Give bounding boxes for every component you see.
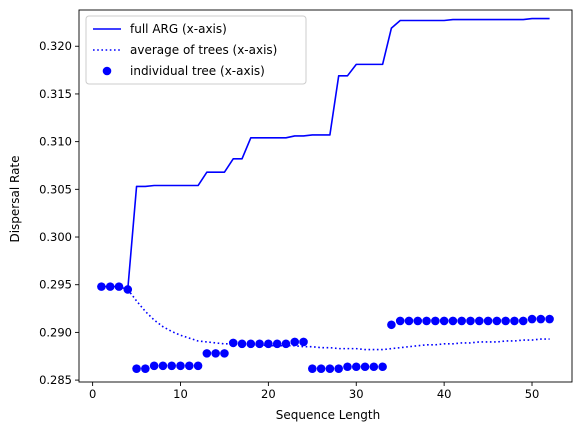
individual-tree-point (369, 362, 379, 372)
legend: full ARG (x-axis) average of trees (x-axi… (85, 15, 307, 85)
individual-tree-point (448, 316, 458, 326)
individual-tree-point (545, 314, 554, 324)
x-tick-label: 20 (261, 387, 276, 401)
individual-tree-point (167, 361, 177, 371)
individual-tree-point (439, 316, 449, 326)
individual-tree-point (474, 316, 484, 326)
average-of-trees-line (127, 288, 550, 351)
x-tick-label: 50 (525, 387, 540, 401)
individual-tree-point (518, 316, 528, 326)
y-tick-label: 0.310 (39, 135, 72, 149)
individual-tree-point (316, 364, 326, 373)
individual-tree-point (149, 361, 159, 371)
individual-tree-point (228, 338, 238, 348)
individual-tree-point (272, 339, 282, 349)
individual-tree-point (325, 364, 335, 373)
individual-tree-point (97, 282, 106, 291)
y-tick-label: 0.305 (39, 182, 72, 196)
individual-tree-point (343, 362, 352, 372)
individual-tree-point (158, 361, 168, 371)
individual-tree-point (290, 337, 300, 347)
individual-tree-point (211, 349, 220, 358)
individual-tree-point (176, 361, 185, 371)
individual-tree-point (184, 361, 194, 371)
individual-tree-point (105, 282, 115, 291)
individual-tree-point (501, 316, 510, 326)
x-tick-label: 0 (89, 387, 96, 401)
individual-tree-point (413, 316, 423, 326)
individual-tree-point (492, 316, 502, 326)
individual-tree-point (483, 316, 493, 326)
individual-tree-point (536, 314, 546, 324)
individual-tree-point (527, 314, 537, 324)
individual-tree-point (281, 339, 291, 349)
x-tick-label: 40 (437, 387, 452, 401)
individual-tree-point (395, 316, 405, 326)
individual-tree-point (334, 364, 343, 373)
individual-tree-point (378, 362, 387, 372)
individual-tree-point (360, 362, 370, 372)
individual-tree-point (114, 282, 124, 291)
individual-tree-point (264, 339, 273, 349)
individual-tree-point (237, 339, 247, 349)
individual-tree-point (457, 316, 467, 326)
plot-area (97, 17, 554, 373)
legend-label: average of trees (x-axis) (130, 43, 277, 57)
y-tick-label: 0.295 (39, 278, 72, 292)
x-tick-label: 30 (349, 387, 364, 401)
individual-tree-point (510, 316, 519, 326)
axes: 0 10 20 30 40 50 0.285 0.290 0.295 0.300 0.305 0.31… (39, 9, 573, 401)
individual-tree-point (422, 316, 431, 326)
y-tick-label: 0.320 (39, 39, 72, 53)
y-tick-label: 0.290 (39, 325, 72, 339)
individual-tree-point (202, 349, 212, 358)
legend-marker-individual-tree (102, 66, 112, 76)
plot-frame (78, 9, 573, 383)
individual-tree-point (255, 339, 264, 349)
y-tick-label: 0.315 (39, 87, 72, 101)
individual-tree-point (299, 337, 308, 347)
individual-tree-point (308, 364, 317, 373)
individual-tree-point (387, 320, 396, 330)
individual-tree-point (351, 362, 361, 372)
individual-tree-point (193, 361, 203, 371)
individual-tree-point (246, 339, 256, 349)
individual-tree-point (466, 316, 475, 326)
x-axis-label: Sequence Length (276, 408, 380, 422)
y-tick-label: 0.285 (39, 373, 72, 387)
x-tick-label: 10 (173, 387, 188, 401)
individual-tree-point (431, 316, 440, 326)
legend-box (85, 15, 307, 85)
individual-tree-point (220, 349, 229, 358)
legend-label: individual tree (x-axis) (130, 64, 265, 78)
individual-tree-point (141, 364, 150, 373)
legend-label: full ARG (x-axis) (130, 22, 227, 36)
individual-tree-point (132, 364, 141, 373)
y-axis-label: Dispersal Rate (8, 155, 22, 242)
individual-tree-point (123, 285, 133, 294)
individual-tree-point (404, 316, 414, 326)
y-tick-label: 0.300 (39, 230, 72, 244)
full-arg-line (101, 17, 550, 291)
